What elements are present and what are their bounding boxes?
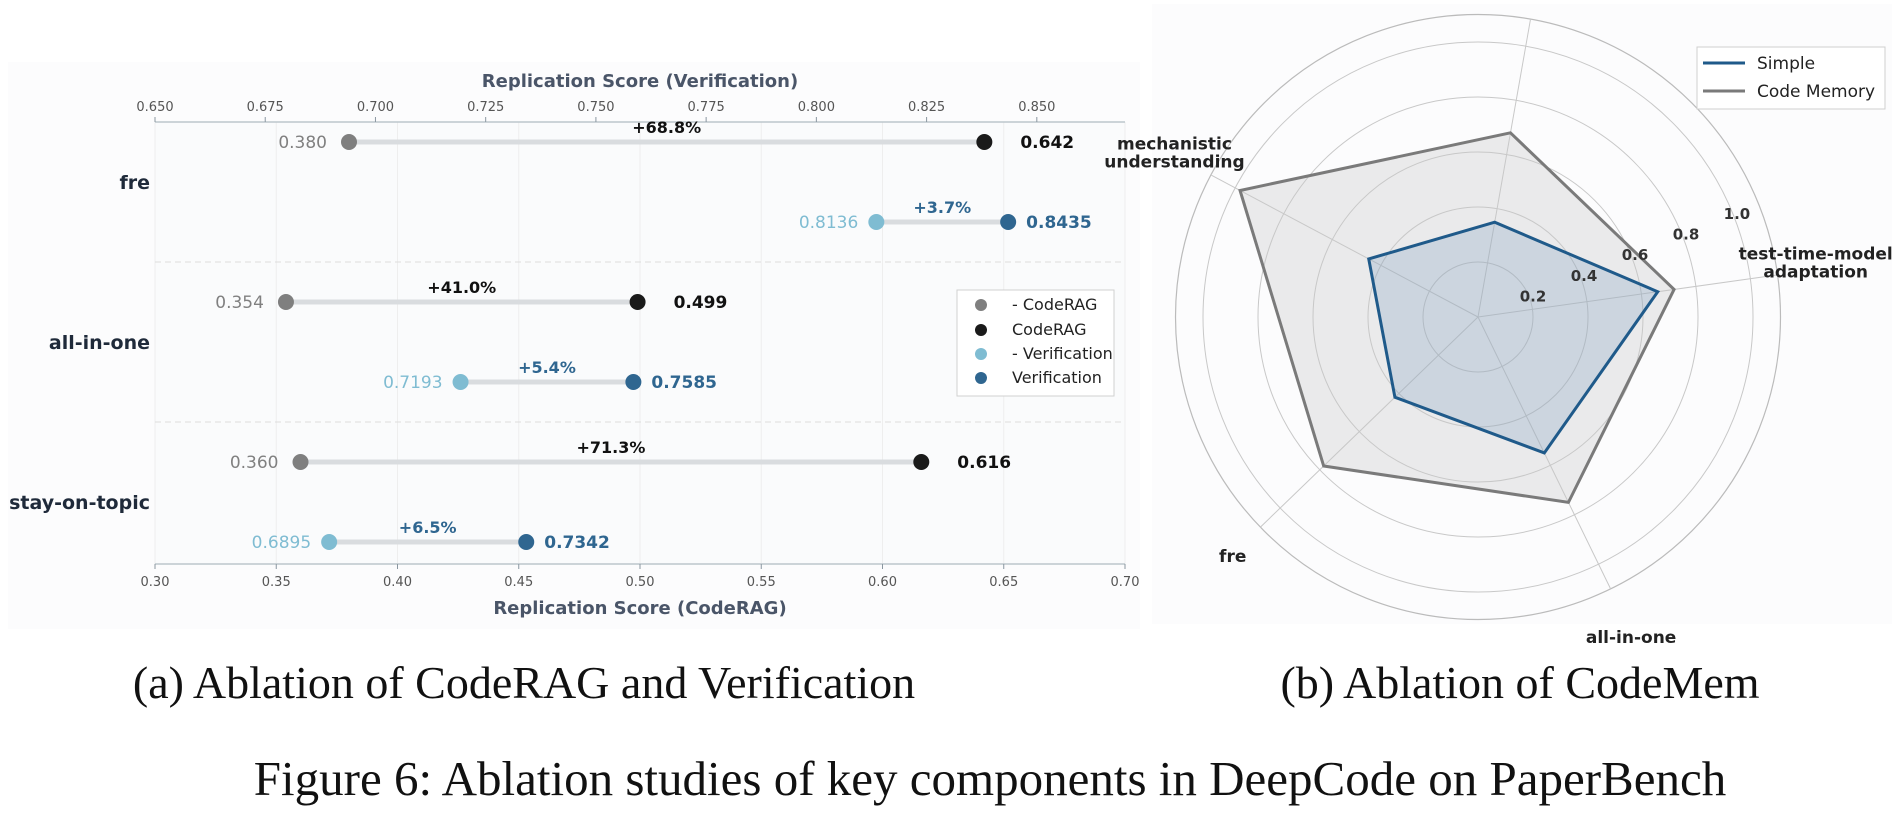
radar-tick-label: 0.6: [1622, 246, 1649, 264]
radar-tick-label: 0.2: [1520, 287, 1547, 305]
radar-grid-ring: [1202, 41, 1754, 593]
top-tick-label: 0.675: [247, 100, 284, 115]
bottom-tick-label: 0.65: [989, 575, 1018, 590]
delta-label-coderag: +41.0%: [427, 278, 496, 297]
point-verification: [625, 374, 642, 390]
value-label-ablated-verification: 0.6895: [252, 533, 311, 553]
point-coderag: [976, 134, 993, 150]
value-label-coderag: 0.499: [674, 293, 728, 313]
radar-tick-label: 0.8: [1673, 226, 1700, 244]
radar-chart: 0.20.40.60.81.0ricemechanisticunderstand…: [1104, 13, 1893, 648]
radar-spoke: [1210, 174, 1479, 318]
value-label-ablated-coderag: 0.360: [230, 453, 279, 473]
legend-marker-ablated-verification: [975, 348, 987, 360]
point-verification: [518, 534, 535, 550]
point-verification: [1000, 214, 1017, 230]
point-coderag: [629, 294, 646, 310]
radar-grid-ring: [1312, 151, 1644, 483]
legend-label-code-memory: Code Memory: [1757, 82, 1875, 102]
radar-grid-ring: [1257, 96, 1699, 538]
legend-marker-verification: [975, 372, 987, 384]
legend-label-simple: Simple: [1757, 54, 1815, 74]
radar-legend-box: [1696, 46, 1886, 110]
radar-tick-label: 0.4: [1571, 267, 1598, 285]
radar-spoke: [1477, 19, 1532, 318]
radar-spoke: [1260, 316, 1479, 528]
top-tick-label: 0.850: [1018, 100, 1055, 115]
radar-series-simple: [1367, 220, 1661, 455]
value-label-ablated-verification: 0.7193: [383, 373, 442, 393]
category-label: all-in-one: [49, 332, 150, 354]
category-label: fre: [119, 172, 150, 194]
bottom-axis-title: Replication Score (CodeRAG): [493, 598, 786, 619]
dumbbell-marks: 0.380 0.642 +68.8% 0.8136 0.8435 +3.7% 0.354 0.…: [215, 118, 1091, 553]
point-coderag: [913, 454, 930, 470]
radar-tick-label: 1.0: [1724, 205, 1751, 223]
point-ablated-verification: [868, 214, 885, 230]
bottom-tick-label: 0.60: [868, 575, 897, 590]
top-tick-label: 0.650: [136, 100, 173, 115]
radar-axis-label: test-time-model adaptation: [1739, 245, 1893, 283]
value-label-verification: 0.8435: [1026, 213, 1092, 233]
figure-caption: Figure 6: Ablation studies of key compon…: [254, 751, 1726, 806]
value-label-verification: 0.7585: [651, 373, 717, 393]
legend-label-verification: Verification: [1012, 368, 1102, 387]
top-tick-label: 0.775: [688, 100, 725, 115]
delta-label-verification: +5.4%: [518, 358, 576, 377]
top-tick-label: 0.825: [908, 100, 945, 115]
delta-label-verification: +6.5%: [399, 518, 457, 537]
legend-label-ablated-verification: - Verification: [1012, 344, 1113, 363]
radar-spoke: [1477, 274, 1778, 318]
subcaption-a: (a) Ablation of CodeRAG and Verification: [133, 657, 915, 708]
top-tick-label: 0.725: [467, 100, 504, 115]
category-label: stay-on-topic: [9, 492, 150, 514]
delta-label-coderag: +71.3%: [576, 438, 645, 457]
bottom-tick-label: 0.40: [383, 575, 412, 590]
legend-label-ablated-coderag: - CodeRAG: [1012, 295, 1097, 314]
bottom-tick-label: 0.30: [141, 575, 170, 590]
radar-axis-label: all-in-one: [1586, 628, 1676, 648]
point-ablated-verification: [452, 374, 469, 390]
top-tick-label: 0.750: [577, 100, 614, 115]
value-label-coderag: 0.642: [1020, 133, 1074, 153]
value-label-ablated-verification: 0.8136: [799, 213, 858, 233]
radar-axis-label: fre: [1219, 547, 1246, 567]
radar-grid-ring: [1422, 261, 1534, 373]
top-tick-label: 0.700: [357, 100, 394, 115]
point-ablated-verification: [321, 534, 338, 550]
dumbbell-legend: - CodeRAG CodeRAG - Verification Verific…: [956, 289, 1115, 397]
bottom-tick-label: 0.55: [747, 575, 776, 590]
radar-axis-label: mechanistic understanding: [1104, 135, 1244, 173]
radar-series-code-memory: [1238, 131, 1676, 505]
point-ablated-coderag: [292, 454, 309, 470]
legend-marker-ablated-coderag: [975, 299, 987, 311]
dumbbell-axes: 0.650 0.675 0.700 0.725 0.750 0.775 0.800 0.825…: [9, 100, 1139, 590]
subcaption-b: (b) Ablation of CodeMem: [1280, 657, 1759, 708]
legend-label-coderag: CodeRAG: [1012, 320, 1087, 339]
bottom-tick-label: 0.50: [626, 575, 655, 590]
value-label-coderag: 0.616: [957, 453, 1011, 473]
radar-outer-ring: [1174, 13, 1782, 621]
bottom-tick-label: 0.70: [1111, 575, 1140, 590]
value-label-verification: 0.7342: [544, 533, 610, 553]
bottom-tick-label: 0.35: [262, 575, 291, 590]
delta-label-verification: +3.7%: [913, 198, 971, 217]
legend-marker-coderag: [975, 324, 987, 336]
bottom-tick-label: 0.45: [504, 575, 533, 590]
point-ablated-coderag: [341, 134, 357, 150]
point-ablated-coderag: [277, 294, 294, 310]
top-axis-title: Replication Score (Verification): [482, 71, 798, 92]
radar-legend: Simple Code Memory: [1696, 46, 1886, 110]
top-tick-label: 0.800: [798, 100, 835, 115]
value-label-ablated-coderag: 0.380: [278, 133, 327, 153]
delta-label-coderag: +68.8%: [632, 118, 701, 137]
value-label-ablated-coderag: 0.354: [215, 293, 264, 313]
